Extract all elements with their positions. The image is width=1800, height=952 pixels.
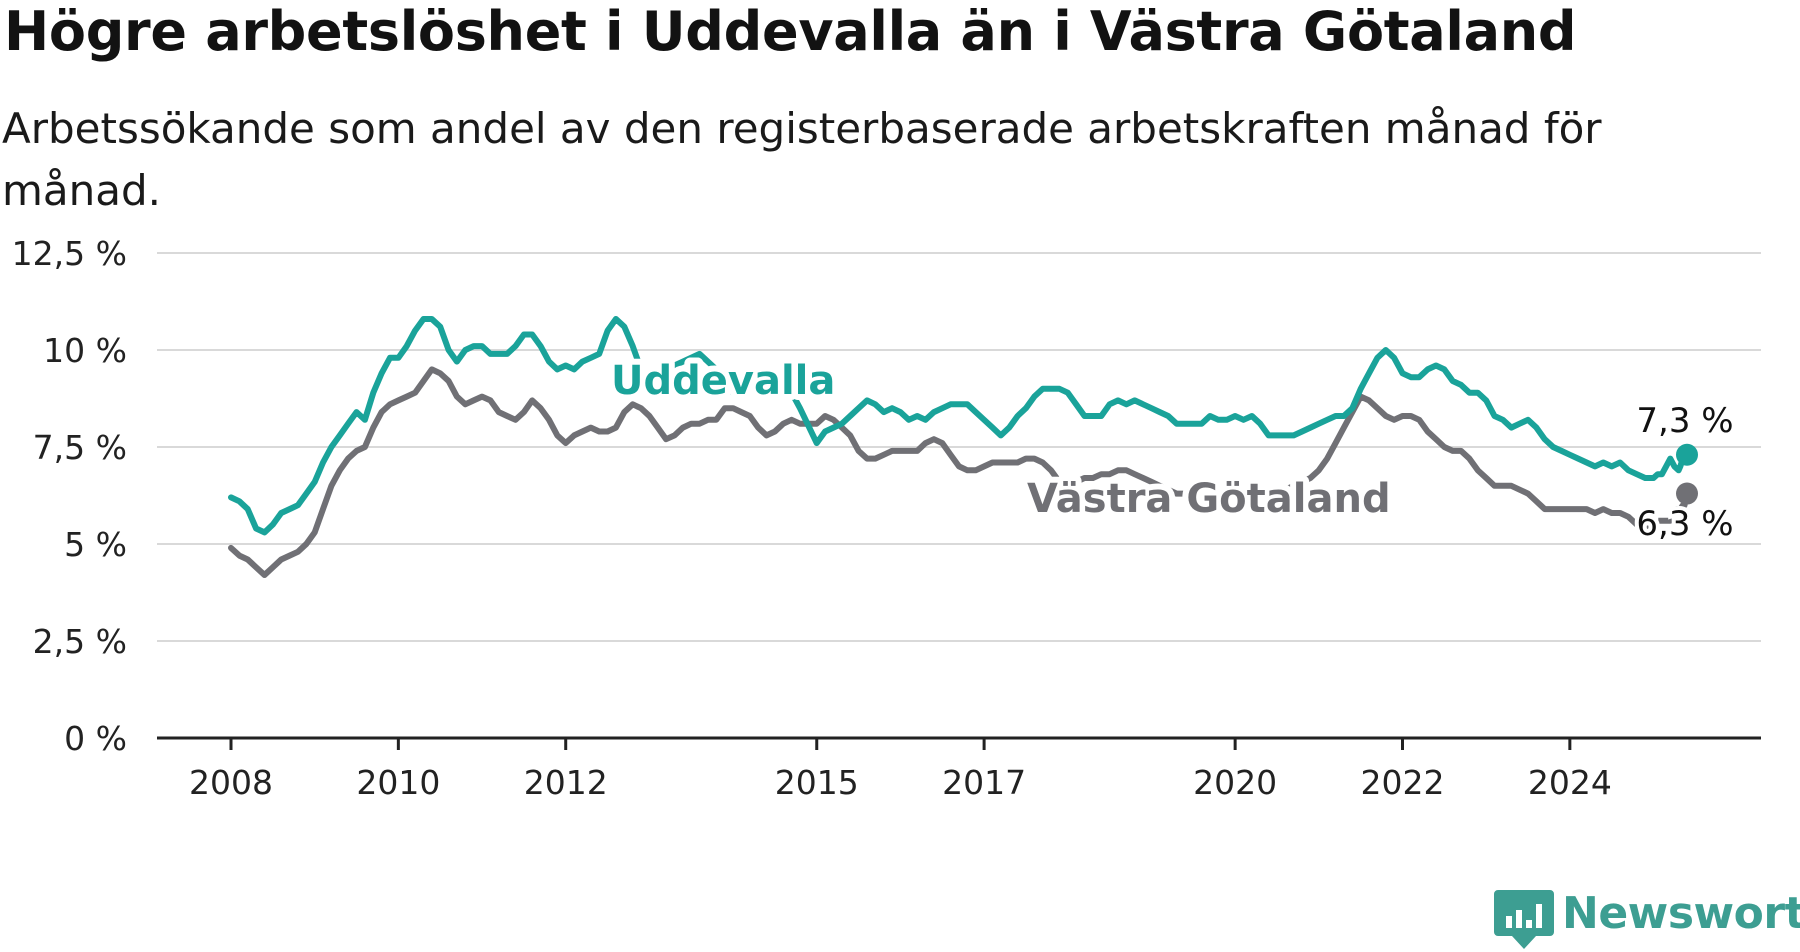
x-tick-label: 2022 xyxy=(1361,763,1445,802)
series-label-vastra-gotaland: Västra Götaland xyxy=(1027,476,1391,522)
x-tick-label: 2012 xyxy=(524,763,608,802)
y-tick-label: 12,5 % xyxy=(12,234,127,273)
brand-name: Newsworthy xyxy=(1562,888,1800,939)
series-end-point xyxy=(1676,443,1698,466)
end-value-label-vastra-gotaland: 6,3 % xyxy=(1636,504,1733,544)
series-lines xyxy=(228,316,1698,578)
end-value-label-uddevalla: 7,3 % xyxy=(1636,401,1733,441)
y-tick-label: 2,5 % xyxy=(33,622,127,661)
y-tick-label: 5 % xyxy=(64,525,127,564)
series-end-point xyxy=(1676,482,1698,505)
series-labels: Uddevalla Västra Götaland 7,3 % 6,3 % xyxy=(605,352,1738,548)
x-tick-label: 2010 xyxy=(356,763,440,802)
y-tick-label: 10 % xyxy=(43,331,127,370)
y-tick-label: 0 % xyxy=(64,719,127,758)
chart-subtitle: Arbetssökande som andel av den registerb… xyxy=(2,104,1602,215)
x-tick-label: 2008 xyxy=(189,763,273,802)
x-tick-label: 2015 xyxy=(775,763,859,802)
chart-title: Högre arbetslöshet i Uddevalla än i Väst… xyxy=(4,0,1577,63)
series-label-uddevalla: Uddevalla xyxy=(611,358,835,404)
newsworthy-logo-icon xyxy=(1494,890,1554,949)
series-line-uddevalla xyxy=(228,316,1690,536)
y-tick-label: 7,5 % xyxy=(33,428,127,467)
x-tick-label: 2017 xyxy=(942,763,1026,802)
y-axis-ticks: 0 % 2,5 % 5 % 7,5 % 10 % 12,5 % xyxy=(12,234,127,758)
x-axis-ticks: 2008 2010 2012 2015 2017 2020 2022 2024 xyxy=(189,738,1612,802)
grid-lines xyxy=(157,252,1761,740)
x-tick-label: 2024 xyxy=(1528,763,1612,802)
series-line-vastra-gotaland xyxy=(228,366,1690,578)
x-tick-label: 2020 xyxy=(1193,763,1277,802)
